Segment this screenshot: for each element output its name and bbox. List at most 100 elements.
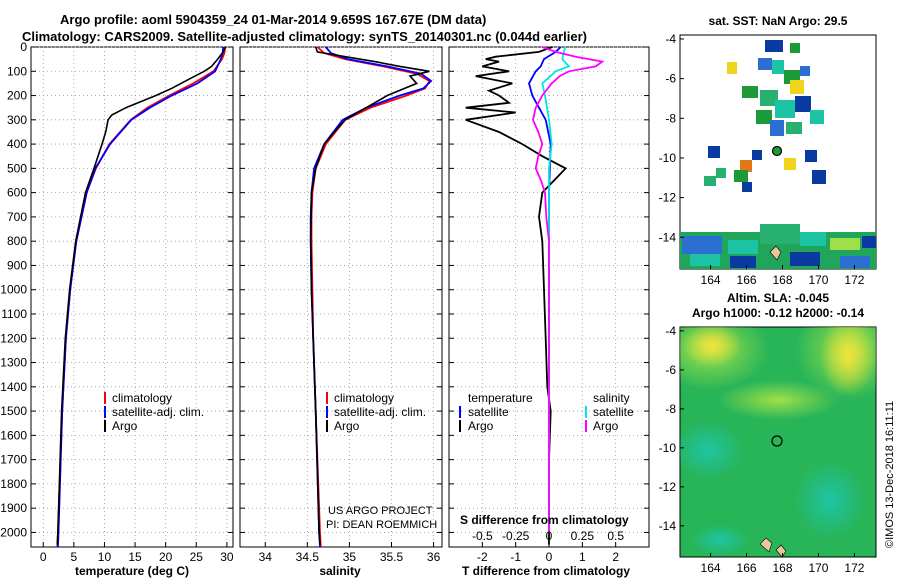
lat-tick-label: -12 (659, 480, 677, 494)
pressure-axis-ticks: 0 100 200 300 400 500 600 700 800 900 1000 1100 1200… (0, 40, 233, 539)
pressure-tick-label: 1800 (0, 477, 27, 491)
series-line-satellite-adj-clim- (57, 46, 225, 548)
salinity-axis-label: salinity (319, 564, 361, 578)
credit-line1: US ARGO PROJECT (328, 505, 433, 517)
x-tick-label: 10 (98, 550, 112, 564)
pressure-tick-label: 900 (7, 258, 27, 272)
lat-tick-label: -6 (665, 72, 676, 86)
lon-tick-label: 166 (737, 273, 757, 287)
salinity-panel: 34 34.5 35 35.5 36 salinity climatology sate… (239, 46, 443, 578)
t-difference-axis-ticks: -2 -1 0 1 2 (477, 542, 619, 564)
lon-tick-label: 170 (808, 561, 828, 575)
legend-label-argo: Argo (112, 419, 138, 433)
series-line-climatology (56, 46, 226, 548)
x-tick-label: 15 (128, 550, 142, 564)
pressure-tick-label: 1000 (0, 283, 27, 297)
legend-label-s-satellite: satellite (593, 405, 634, 419)
x-tick-label: 34 (259, 550, 273, 564)
pressure-tick-label: 1700 (0, 453, 27, 467)
sst-map-pixels (680, 40, 876, 269)
salinity-axis-ticks: 34 34.5 35 35.5 36 (259, 542, 441, 564)
legend-header-temperature: temperature (468, 391, 533, 405)
s-difference-axis-ticks: -0.5 -0.25 0 0.25 0.5 (472, 529, 624, 543)
series-line-salinity-argo (532, 46, 605, 533)
legend-label-t-satellite: satellite (468, 405, 509, 419)
temperature-axis-ticks: 0 5 10 15 20 25 30 (40, 542, 234, 564)
series-line-satellite-adj-clim- (309, 46, 433, 548)
pressure-tick-label: 1600 (0, 428, 27, 442)
lat-tick-label: -12 (659, 191, 677, 205)
figure-title-line2: Climatology: CARS2009. Satellite-adjuste… (22, 29, 587, 44)
lon-tick-label: 168 (772, 273, 792, 287)
pressure-tick-label: 100 (7, 64, 27, 78)
x-tick-label: 35.5 (380, 550, 404, 564)
lat-tick-label: -8 (665, 402, 676, 416)
profile-legend-temperature: climatology satellite-adj. clim. Argo (104, 391, 204, 433)
pressure-tick-label: 1200 (0, 331, 27, 345)
lon-tick-label: 164 (701, 273, 721, 287)
temperature-axis-label: temperature (deg C) (75, 564, 189, 578)
difference-legend: temperature salinity satellite Argo sate… (459, 391, 634, 433)
pressure-tick-label: 1400 (0, 380, 27, 394)
pressure-tick-label: 600 (7, 186, 27, 200)
x-tick-label: 0 (40, 550, 47, 564)
sla-map-title-line1: Altim. SLA: -0.045 (727, 291, 829, 305)
x-tick-label: -2 (477, 550, 488, 564)
lon-tick-label: 172 (844, 561, 864, 575)
x-tick-label: 20 (159, 550, 173, 564)
pressure-tick-label: 700 (7, 210, 27, 224)
credit-line2: PI: DEAN ROEMMICH (326, 519, 437, 531)
x-tick-label: 1 (579, 550, 586, 564)
series-line-temperature-argo (465, 46, 568, 545)
x-tick-label: 0 (546, 550, 553, 564)
lon-tick-label: 170 (808, 273, 828, 287)
pressure-tick-label: 1300 (0, 356, 27, 370)
x-tick-label: -1 (510, 550, 521, 564)
x-tick-label: 36 (427, 550, 441, 564)
s-diff-tick-label: -0.25 (502, 529, 530, 543)
sst-map: sat. SST: NaN Argo: 29.5 -4 -6 -8 -10 (659, 14, 877, 287)
x-tick-label: 2 (612, 550, 619, 564)
sla-map: Altim. SLA: -0.045 Argo h1000: -0.12 h20… (659, 291, 877, 575)
argo-float-marker (771, 435, 783, 447)
legend-label-argo: Argo (334, 419, 360, 433)
legend-label-climatology: climatology (334, 391, 394, 405)
lat-tick-label: -10 (659, 441, 677, 455)
pressure-tick-label: 200 (7, 89, 27, 103)
lat-tick-label: -10 (659, 151, 677, 165)
s-diff-tick-label: 0 (546, 529, 553, 543)
imos-watermark: ©IMOS 13-Dec-2018 16:11:11 (884, 401, 896, 548)
s-diff-tick-label: 0.5 (607, 529, 624, 543)
land-island (759, 537, 773, 553)
pressure-tick-label: 500 (7, 161, 27, 175)
t-difference-axis-label: T difference from climatology (462, 564, 630, 578)
s-difference-axis-label: S difference from climatology (460, 513, 629, 527)
x-tick-label: 35 (343, 550, 357, 564)
x-tick-label: 25 (190, 550, 204, 564)
profile-legend-salinity: climatology satellite-adj. clim. Argo (326, 391, 426, 433)
lon-tick-label: 168 (772, 561, 792, 575)
lat-tick-label: -6 (665, 363, 676, 377)
legend-label-s-argo: Argo (593, 419, 619, 433)
lon-tick-label: 164 (701, 561, 721, 575)
pressure-tick-label: 2000 (0, 525, 27, 539)
legend-label-climatology: climatology (112, 391, 172, 405)
pressure-tick-label: 300 (7, 113, 27, 127)
s-diff-tick-label: 0.25 (571, 529, 595, 543)
argo-float-marker (771, 145, 783, 157)
pressure-tick-label: 1100 (1, 307, 27, 321)
sla-map-title-line2: Argo h1000: -0.12 h2000: -0.14 (692, 306, 864, 320)
lat-tick-label: -14 (659, 519, 677, 533)
pressure-tick-label: 400 (7, 137, 27, 151)
legend-label-satellite: satellite-adj. clim. (334, 405, 426, 419)
pressure-tick-label: 1500 (0, 404, 27, 418)
sla-map-field (680, 327, 876, 557)
lat-tick-label: -4 (665, 324, 676, 338)
legend-label-satellite: satellite-adj. clim. (112, 405, 204, 419)
difference-panel: -2 -1 0 1 2 -0.5 -0.25 0 0.25 0.5 S difference f… (448, 46, 650, 578)
legend-header-salinity: salinity (593, 391, 630, 405)
legend-label-t-argo: Argo (468, 419, 494, 433)
x-tick-label: 30 (220, 550, 234, 564)
series-line-argo (309, 46, 430, 545)
